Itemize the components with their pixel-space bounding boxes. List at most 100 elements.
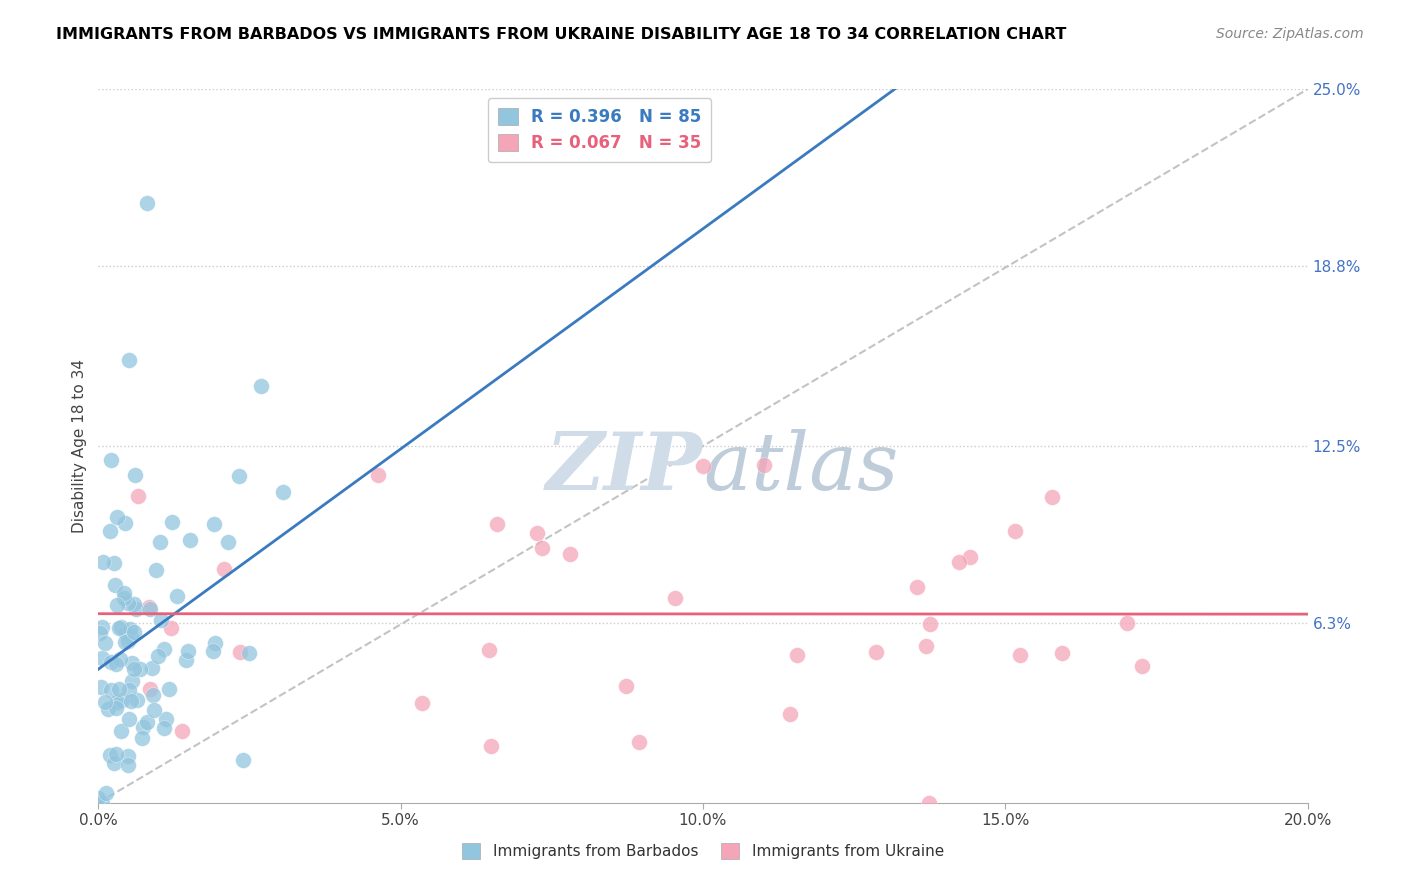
Point [105, 700, 128, 714]
Point [98, 524, 121, 538]
Point [104, 657, 127, 671]
Point [124, 625, 146, 640]
Point [149, 534, 172, 549]
Point [614, 679, 637, 693]
Point [157, 681, 180, 696]
Point [124, 467, 146, 482]
Point [918, 616, 941, 631]
Point [125, 602, 148, 616]
Point [112, 591, 135, 605]
Point [1040, 491, 1063, 505]
Point [915, 640, 938, 654]
Point [110, 620, 132, 634]
Point [114, 634, 136, 648]
Text: atlas: atlas [703, 429, 898, 506]
Point [121, 656, 143, 670]
Point [105, 747, 128, 761]
Point [131, 731, 153, 746]
Point [271, 485, 294, 500]
Point [117, 596, 139, 610]
Point [959, 550, 981, 565]
Point [94, 695, 117, 709]
Point [228, 469, 250, 483]
Point [97, 702, 120, 716]
Point [176, 653, 198, 667]
Point [948, 556, 970, 570]
Text: Source: ZipAtlas.com: Source: ZipAtlas.com [1216, 27, 1364, 41]
Point [779, 706, 801, 721]
Point [121, 674, 143, 689]
Point [664, 591, 686, 605]
Point [1004, 524, 1026, 539]
Point [118, 353, 141, 368]
Point [138, 681, 160, 696]
Point [110, 693, 132, 707]
Point [87, 790, 110, 805]
Point [1050, 646, 1073, 660]
Point [103, 756, 125, 770]
Text: ZIP: ZIP [546, 429, 703, 506]
Point [145, 563, 167, 577]
Point [229, 644, 252, 658]
Point [90, 651, 112, 665]
Point [786, 648, 808, 662]
Point [478, 643, 501, 657]
Y-axis label: Disability Age 18 to 34: Disability Age 18 to 34 [72, 359, 87, 533]
Point [148, 649, 170, 664]
Point [117, 757, 139, 772]
Point [160, 515, 183, 529]
Point [108, 621, 131, 635]
Point [149, 613, 172, 627]
Point [122, 662, 145, 676]
Point [117, 634, 139, 648]
Point [201, 644, 224, 658]
Point [105, 510, 128, 524]
Point [153, 722, 176, 736]
Point [89, 626, 111, 640]
Point [118, 622, 141, 636]
Point [105, 598, 128, 612]
Point [141, 661, 163, 675]
Point [249, 379, 271, 393]
Point [120, 694, 142, 708]
Point [752, 458, 775, 473]
Point [100, 453, 122, 467]
Point [526, 525, 548, 540]
Point [628, 734, 651, 748]
Point [94, 636, 117, 650]
Point [122, 597, 145, 611]
Point [1116, 615, 1139, 630]
Point [94, 786, 117, 800]
Point [90, 680, 112, 694]
Point [91, 555, 114, 569]
Point [107, 682, 129, 697]
Point [118, 712, 141, 726]
Point [367, 467, 389, 482]
Point [531, 541, 554, 556]
Point [114, 516, 136, 530]
Point [128, 662, 150, 676]
Point [91, 620, 114, 634]
Point [214, 562, 236, 576]
Point [1008, 648, 1031, 663]
Point [136, 714, 159, 729]
Point [232, 754, 254, 768]
Point [560, 547, 582, 561]
Point [138, 599, 160, 614]
Point [110, 724, 132, 739]
Point [166, 589, 188, 603]
Point [411, 696, 433, 710]
Point [204, 636, 226, 650]
Point [155, 712, 177, 726]
Point [479, 739, 502, 753]
Point [160, 621, 183, 635]
Point [179, 533, 201, 548]
Point [918, 796, 941, 810]
Point [142, 688, 165, 702]
Point [127, 490, 149, 504]
Point [115, 625, 138, 640]
Point [152, 642, 174, 657]
Point [98, 747, 121, 762]
Point [105, 695, 128, 709]
Point [170, 724, 193, 739]
